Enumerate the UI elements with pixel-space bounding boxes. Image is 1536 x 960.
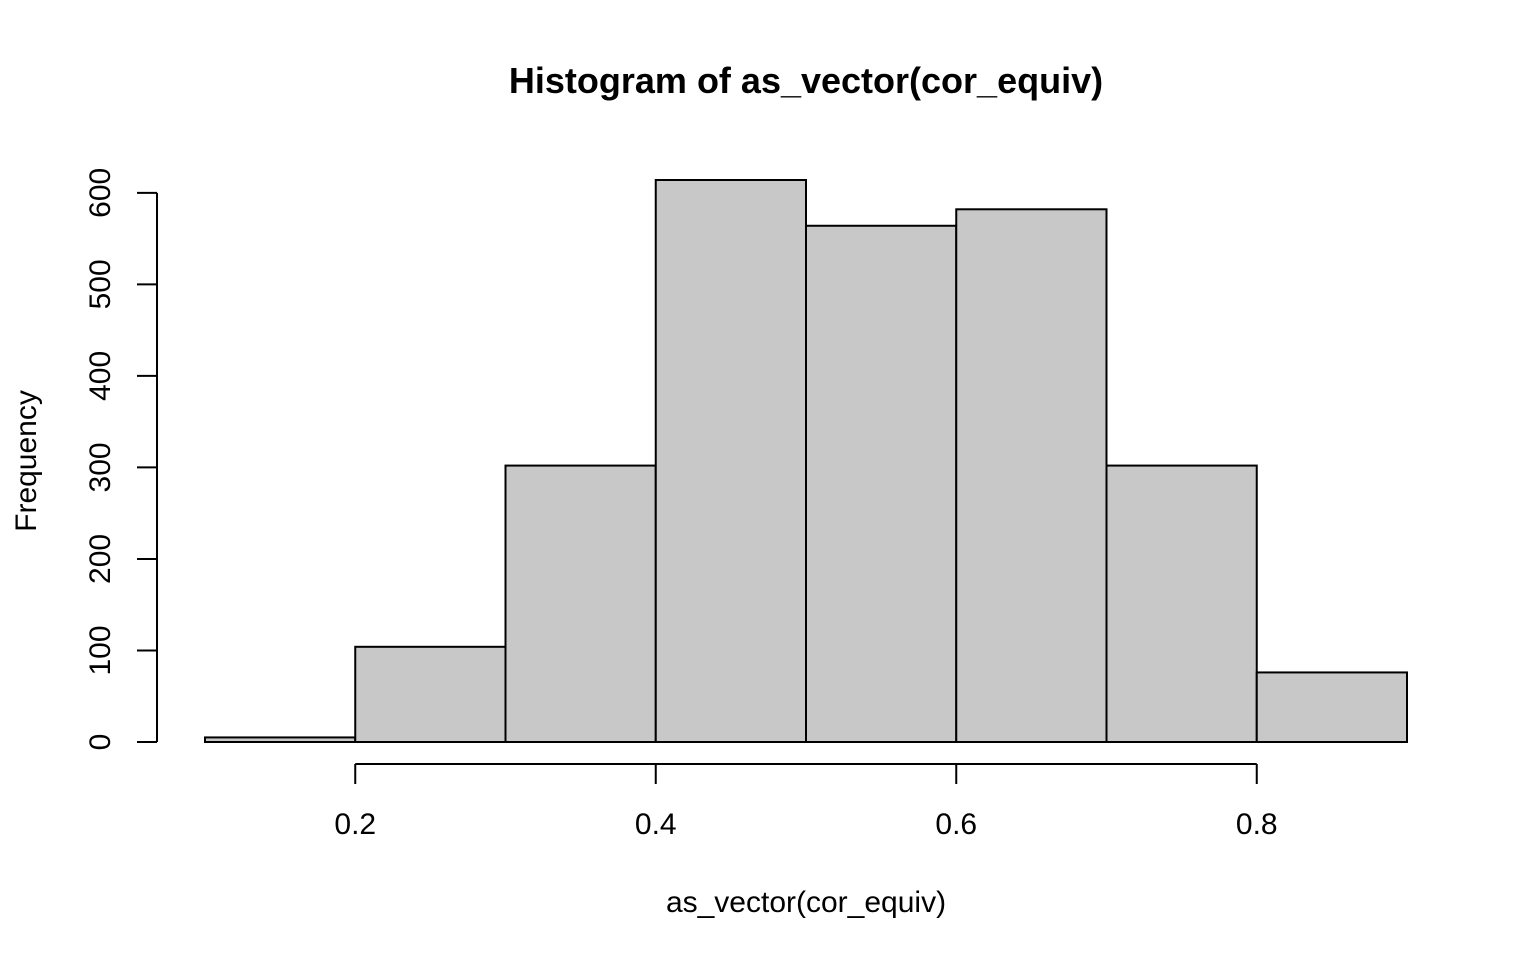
x-axis-label: as_vector(cor_equiv) (666, 886, 946, 919)
y-tick-label: 100 (84, 625, 117, 675)
x-tick-label: 0.6 (935, 808, 977, 841)
histogram-bar-7 (1255, 671, 1408, 743)
x-tick-label: 0.4 (635, 808, 677, 841)
histogram-bar-3 (654, 179, 807, 743)
chart-title: Histogram of as_vector(cor_equiv) (509, 60, 1103, 101)
y-tick-label: 600 (84, 168, 117, 218)
x-axis: 0.2 0.4 0.6 0.8 (334, 763, 1278, 841)
y-axis: 0 100 200 300 400 500 600 (84, 168, 158, 751)
x-tick-label: 0.8 (1236, 808, 1278, 841)
y-tick-label: 300 (84, 442, 117, 492)
histogram-bar-4 (805, 224, 958, 744)
y-axis-label: Frequency (10, 390, 43, 532)
histogram-bar-1 (354, 645, 507, 743)
histogram-bar-0 (204, 736, 357, 744)
histogram-bars (204, 179, 1408, 744)
y-tick-label: 400 (84, 351, 117, 401)
x-tick-label: 0.2 (334, 808, 376, 841)
y-tick-label: 500 (84, 259, 117, 309)
histogram-bar-6 (1105, 464, 1258, 743)
histogram-bar-5 (955, 208, 1108, 743)
y-tick-label: 200 (84, 534, 117, 584)
histogram-bar-2 (504, 464, 657, 743)
y-tick-label: 0 (84, 734, 117, 751)
